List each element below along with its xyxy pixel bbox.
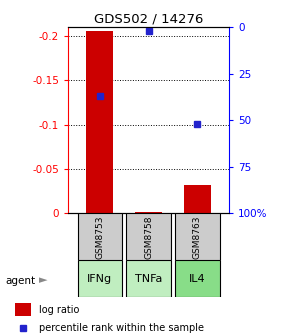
Text: GSM8758: GSM8758 — [144, 215, 153, 259]
Text: log ratio: log ratio — [39, 305, 79, 315]
Text: GSM8753: GSM8753 — [95, 215, 104, 259]
Bar — [78, 213, 122, 260]
Title: GDS502 / 14276: GDS502 / 14276 — [94, 13, 203, 26]
Text: percentile rank within the sample: percentile rank within the sample — [39, 323, 204, 333]
Bar — [14, 303, 30, 316]
Bar — [78, 260, 122, 297]
Bar — [126, 213, 171, 260]
Bar — [175, 260, 220, 297]
Bar — [135, 212, 162, 213]
Bar — [86, 31, 113, 213]
Bar — [184, 185, 211, 213]
Text: TNFa: TNFa — [135, 274, 162, 284]
Text: GSM8763: GSM8763 — [193, 215, 202, 259]
Bar — [126, 260, 171, 297]
Bar — [175, 213, 220, 260]
Text: ►: ► — [39, 276, 48, 286]
Text: IFNg: IFNg — [87, 274, 113, 284]
Text: agent: agent — [6, 276, 36, 286]
Text: IL4: IL4 — [189, 274, 206, 284]
